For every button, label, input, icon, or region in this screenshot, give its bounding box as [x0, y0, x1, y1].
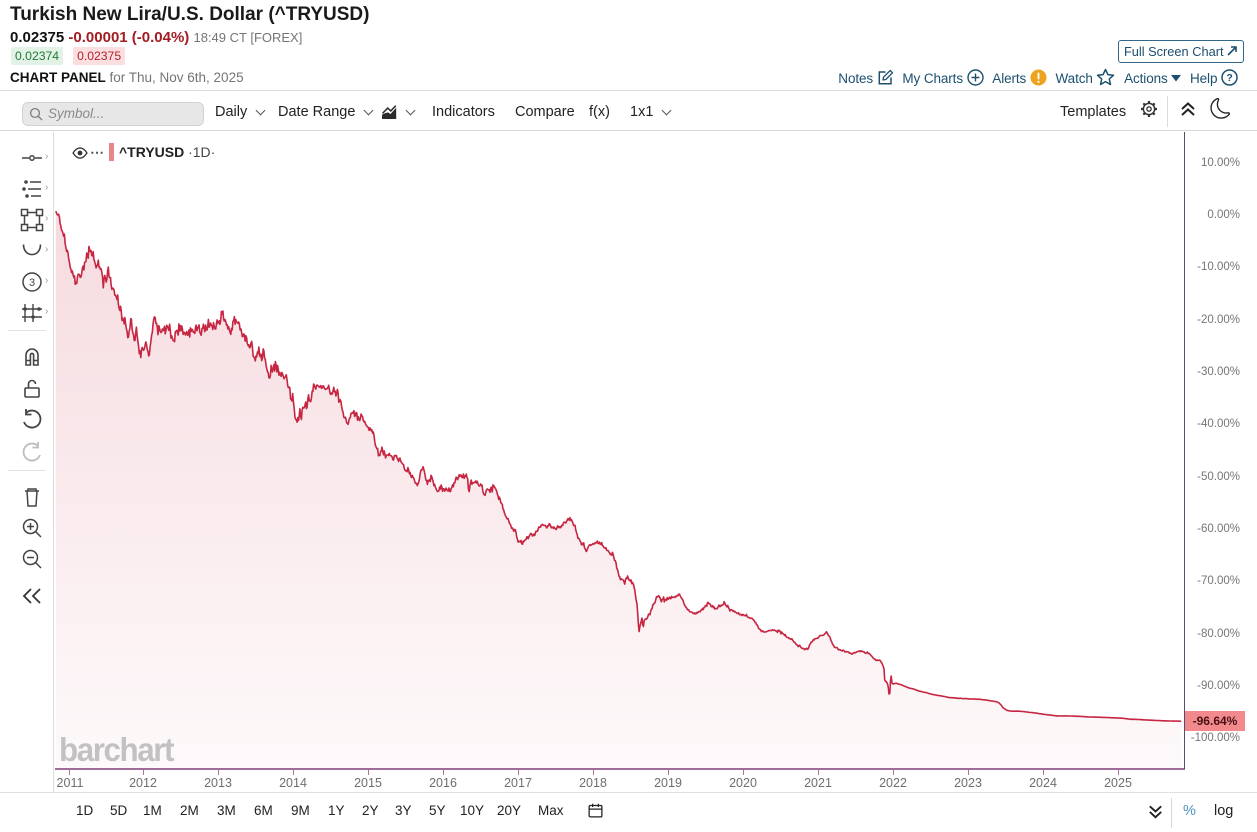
svg-text:3: 3 [29, 277, 35, 289]
svg-text:?: ? [1226, 72, 1232, 84]
